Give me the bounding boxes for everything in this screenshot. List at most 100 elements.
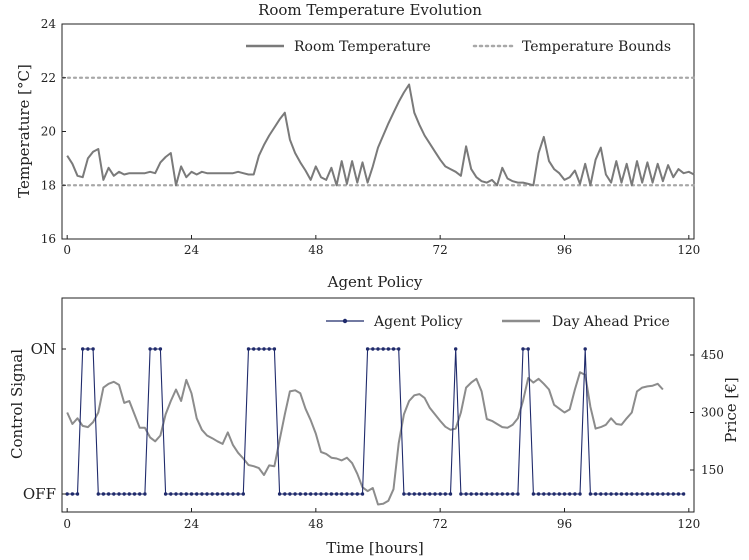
agent-policy-marker [252,347,256,351]
temperature-chart: Room Temperature Evolution 0 24 48 72 96 120 … [15,1,700,257]
y-tick-label-right: 300 [701,406,724,420]
agent-policy-marker [101,492,106,496]
agent-policy-marker [288,492,292,496]
agent-policy-marker [578,492,582,496]
agent-policy-marker [350,492,354,496]
agent-policy-marker [257,347,261,351]
agent-policy-marker [236,492,240,496]
x-tick-label: 48 [308,243,323,257]
agent-policy-marker [666,492,670,496]
agent-policy-marker [542,492,546,496]
agent-policy-marker [614,492,618,496]
agent-policy-marker [526,347,530,351]
agent-policy-marker [106,492,111,496]
agent-policy-marker [324,492,328,496]
legend-label-day-ahead-price: Day Ahead Price [552,314,670,330]
agent-policy-marker [376,347,380,351]
agent-policy-marker [568,492,572,496]
agent-policy-marker [195,492,199,496]
x-tick-label: 120 [677,243,700,257]
agent-policy-marker [464,492,468,496]
x-axis-label: Time [hours] [326,539,424,557]
room-temperature-line [66,83,695,187]
agent-policy-marker [433,492,437,496]
agent-policy-marker [96,492,101,496]
agent-policy-marker [303,492,308,496]
agent-policy-marker [469,492,473,496]
agent-policy-marker [397,347,401,351]
agent-policy-marker [210,492,214,496]
agent-policy-marker [371,347,375,351]
agent-policy-marker [656,492,660,496]
agent-policy-marker [91,347,95,351]
agent-policy-marker [552,492,556,496]
y-tick-label-right: 450 [701,348,724,362]
agent-policy-marker [334,492,339,496]
agent-policy-marker [360,492,365,496]
agent-policy-marker [365,347,370,351]
agent-policy-marker [112,492,116,496]
agent-policy-marker [645,492,650,496]
agent-policy-marker [604,492,608,496]
y-axis-label-left: Control Signal [8,349,26,459]
agent-policy-marker [345,492,349,496]
agent-policy-marker [241,492,245,496]
agent-policy-marker [681,492,686,496]
agent-policy-marker [661,492,665,496]
agent-policy-marker [329,492,334,496]
agent-policy-marker [314,492,318,496]
agent-policy-marker [169,492,173,496]
agent-policy-marker [267,347,271,351]
legend: Room Temperature Temperature Bounds [246,39,671,55]
x-tick-label: 0 [63,517,71,531]
agent-policy-marker [422,492,427,496]
agent-policy-marker [562,492,567,496]
agent-policy-marker [625,492,629,496]
agent-policy-marker [609,492,613,496]
agent-policy-marker [402,492,406,496]
y-tick-label: 24 [41,17,57,31]
agent-policy-marker [490,492,494,496]
agent-policy-marker [386,347,391,351]
agent-policy-marker [174,492,178,496]
agent-policy-marker [158,347,163,351]
agent-policy-marker [495,492,499,496]
y-tick-label: 20 [41,125,56,139]
x-tick-label: 0 [63,243,71,257]
x-tick-label: 96 [557,517,572,531]
agent-policy-marker [640,492,644,496]
agent-policy-marker [479,492,484,496]
agent-policy-marker [583,347,587,351]
plot-frame [61,23,695,240]
agent-policy-marker [593,492,598,496]
legend: Agent Policy Day Ahead Price [326,314,670,330]
y-tick-label-left: OFF [23,485,56,503]
agent-policy-marker [138,492,142,496]
agent-policy-marker [81,347,85,351]
y-tick-label: 18 [41,178,56,192]
agent-policy-marker [309,492,313,496]
agent-policy-marker [200,492,204,496]
agent-policy-marker [676,492,681,496]
agent-policy-marker [272,347,277,351]
legend-label-room-temperature: Room Temperature [294,39,431,55]
agent-policy-marker [340,492,344,496]
policy-chart: Agent Policy 0 24 48 72 96 120 OFF ON 150 300 45… [8,273,740,557]
agent-policy-marker [650,492,655,496]
agent-policy-marker [215,492,220,496]
agent-policy-marker [500,492,504,496]
agent-policy-marker [184,492,188,496]
agent-policy-marker [573,492,577,496]
x-tick-label: 24 [184,517,200,531]
agent-policy-marker [505,492,510,496]
agent-policy-marker [70,492,75,496]
agent-policy-marker [86,347,90,351]
agent-policy-marker [189,492,194,496]
agent-policy-marker [319,492,323,496]
agent-policy-marker [454,347,458,351]
agent-policy-marker [179,492,183,496]
y-tick-label: 22 [41,71,56,85]
agent-policy-marker [226,492,230,496]
agent-policy-marker [148,347,152,351]
agent-policy-marker [635,492,639,496]
